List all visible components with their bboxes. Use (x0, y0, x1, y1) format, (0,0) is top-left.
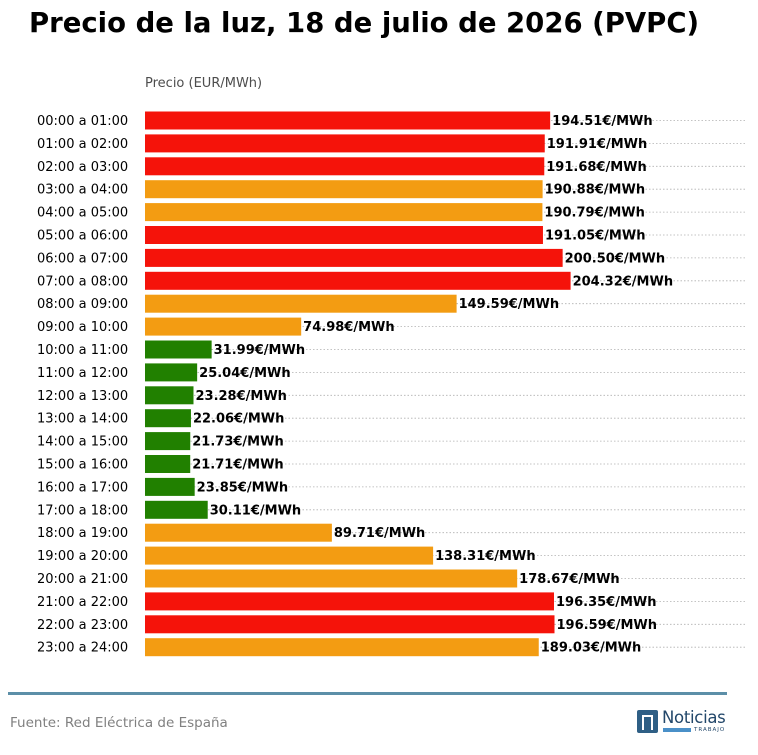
data-label: 21.73€/MWh (192, 435, 283, 450)
logo-subtext: TRABAJO (694, 727, 726, 733)
tick-label: 17:00 a 18:00 (37, 503, 128, 518)
tick-label: 18:00 a 19:00 (37, 526, 128, 541)
data-label: 21.71€/MWh (192, 458, 283, 473)
data-label: 190.79€/MWh (544, 206, 645, 221)
tick-label: 01:00 a 02:00 (37, 137, 128, 152)
data-label: 31.99€/MWh (214, 343, 305, 358)
data-label: 25.04€/MWh (199, 366, 290, 381)
bar (145, 134, 545, 153)
data-label: 138.31€/MWh (435, 549, 535, 564)
tick-label: 21:00 a 22:00 (37, 595, 128, 610)
logo-accent-bar (663, 728, 691, 732)
chart-title: Precio de la luz, 18 de julio de 2026 (P… (29, 7, 700, 39)
bar (145, 500, 208, 519)
tick-label: 20:00 a 21:00 (37, 572, 128, 587)
bar (145, 271, 571, 290)
bar (145, 432, 191, 451)
tick-label: 08:00 a 09:00 (37, 297, 128, 312)
tick-label: 22:00 a 23:00 (37, 618, 128, 633)
tick-label: 02:00 a 03:00 (37, 160, 128, 175)
data-label: 200.50€/MWh (565, 251, 666, 266)
data-label: 191.05€/MWh (545, 229, 646, 244)
data-label: 149.59€/MWh (459, 297, 559, 312)
tick-label: 07:00 a 08:00 (37, 274, 128, 289)
data-label: 196.59€/MWh (557, 618, 658, 633)
tick-label: 23:00 a 24:00 (37, 641, 128, 656)
tick-label: 09:00 a 10:00 (37, 320, 128, 335)
bar (145, 523, 332, 542)
data-label: 23.28€/MWh (195, 389, 286, 404)
bar (145, 386, 194, 405)
axis-label: Precio (EUR/MWh) (145, 76, 262, 91)
bar (145, 340, 212, 359)
data-label: 191.91€/MWh (547, 137, 648, 152)
data-label: 204.32€/MWh (573, 274, 674, 289)
bar (145, 409, 191, 428)
data-label: 194.51€/MWh (552, 114, 653, 129)
bar (145, 248, 563, 267)
data-label: 30.11€/MWh (210, 503, 301, 518)
tick-label: 05:00 a 06:00 (37, 229, 128, 244)
bar (145, 203, 543, 222)
tick-label: 14:00 a 15:00 (37, 435, 128, 450)
bar (145, 157, 545, 176)
tick-label: 13:00 a 14:00 (37, 412, 128, 427)
data-label: 23.85€/MWh (197, 480, 288, 495)
bar (145, 317, 302, 336)
data-label: 189.03€/MWh (541, 641, 642, 656)
tick-label: 16:00 a 17:00 (37, 480, 128, 495)
bar (145, 226, 543, 244)
bar (145, 546, 434, 565)
bar (145, 180, 543, 199)
bar (145, 294, 457, 313)
bar (145, 592, 555, 611)
data-label: 89.71€/MWh (334, 526, 425, 541)
tick-label: 12:00 a 13:00 (37, 389, 128, 404)
bar (145, 111, 551, 130)
bar-chart: Precio (EUR/MWh) 00:00 a 01:00 194.51€/MW… (37, 76, 747, 657)
logo-wordmark: Noticias (662, 708, 726, 727)
tick-label: 03:00 a 04:00 (37, 183, 128, 198)
data-label: 190.88€/MWh (545, 183, 646, 198)
source-note: Fuente: Red Eléctrica de España (10, 715, 228, 731)
bar (145, 363, 198, 382)
bar (145, 638, 539, 657)
logo-icon (637, 710, 658, 733)
tick-label: 04:00 a 05:00 (37, 206, 128, 221)
tick-label: 19:00 a 20:00 (37, 549, 128, 564)
bar (145, 477, 195, 496)
tick-label: 00:00 a 01:00 (37, 114, 128, 129)
bar (145, 615, 555, 634)
data-label: 74.98€/MWh (303, 320, 394, 335)
bar (145, 569, 518, 588)
footer-divider (8, 692, 727, 695)
brand-logo: Noticias TRABAJO (637, 708, 729, 735)
bar (145, 455, 191, 473)
data-label: 178.67€/MWh (519, 572, 620, 587)
tick-label: 11:00 a 12:00 (37, 366, 128, 381)
tick-label: 10:00 a 11:00 (37, 343, 128, 358)
data-label: 196.35€/MWh (556, 595, 657, 610)
data-label: 22.06€/MWh (193, 412, 284, 427)
tick-label: 06:00 a 07:00 (37, 251, 128, 266)
tick-label: 15:00 a 16:00 (37, 458, 128, 473)
data-label: 191.68€/MWh (546, 160, 647, 175)
